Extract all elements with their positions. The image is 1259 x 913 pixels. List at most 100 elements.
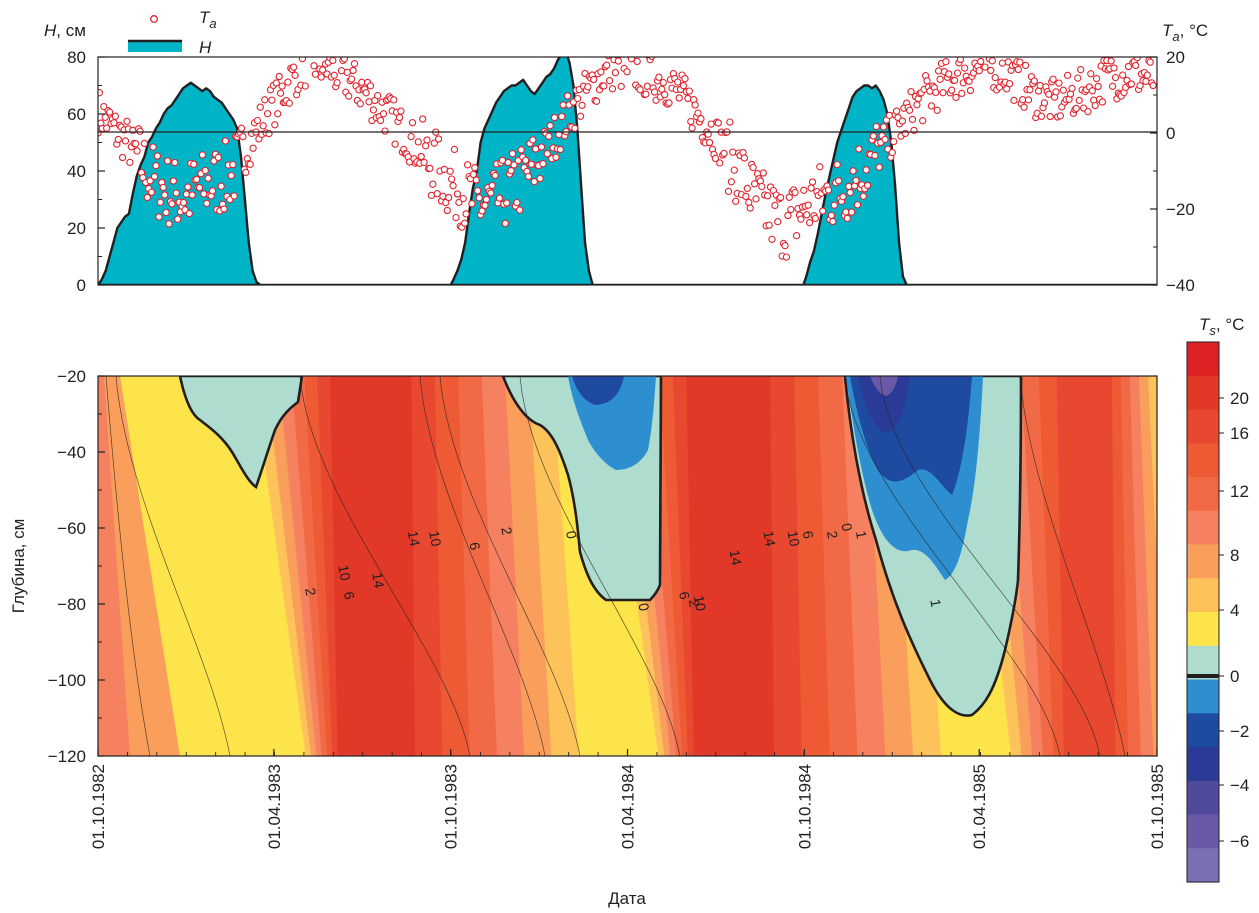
air-temperature-point: [414, 138, 422, 146]
air-temperature-point: [471, 164, 479, 172]
isoline: [419, 376, 546, 756]
air-temperature-point: [503, 199, 511, 207]
air-temperature-point: [110, 119, 118, 127]
colorbar-tick-label: −2: [1230, 722, 1249, 741]
air-temperature-point: [1068, 84, 1076, 93]
air-temperature-point: [558, 112, 566, 121]
air-temperature-point: [592, 97, 601, 105]
air-temperature-point: [152, 162, 160, 170]
air-temperature-point: [319, 66, 327, 74]
air-temperature-point: [150, 172, 159, 181]
air-temperature-point: [379, 110, 388, 118]
air-temperature-point: [782, 253, 791, 261]
date-tick-label: 01.10.1984: [795, 764, 814, 849]
air-temperature-point: [249, 144, 257, 152]
date-tick-label: 01.04.1985: [970, 764, 989, 849]
air-temperature-point: [975, 67, 983, 75]
warm-band-start-inner: [98, 376, 130, 756]
air-temperature-point: [953, 69, 962, 77]
isoline: [115, 376, 231, 756]
colorbar-tick-label: 8: [1230, 546, 1239, 565]
air-temperature-point: [958, 89, 966, 98]
colorbar-bins: [1187, 342, 1219, 883]
air-temperature-point: [650, 88, 659, 96]
air-temperature-point: [919, 117, 927, 125]
air-temperature-point: [879, 123, 888, 131]
air-temperature-point: [427, 191, 436, 200]
air-temperature-point: [350, 60, 359, 68]
air-temperature-point: [643, 82, 651, 90]
legend: Ta H: [128, 8, 217, 57]
air-temperature-point: [98, 89, 104, 97]
air-temperature-point: [855, 145, 863, 153]
air-temperature-point: [214, 153, 222, 162]
colorbar-tick-label: 12: [1230, 482, 1249, 501]
air-temperature-point: [859, 192, 867, 200]
date-tick-label: 01.10.1983: [442, 764, 461, 849]
air-temperature-point: [449, 182, 457, 190]
air-temperature-point: [807, 184, 815, 192]
air-temperature-point: [617, 82, 625, 91]
air-temperature-point: [472, 176, 480, 184]
air-temperature-point: [517, 146, 525, 154]
air-temperature-point: [674, 78, 682, 86]
air-temperature-point: [834, 177, 843, 185]
air-temperature-point: [246, 160, 254, 168]
air-temperature-point: [101, 113, 109, 121]
air-temperature-point: [146, 177, 154, 185]
air-temperature-point: [890, 137, 898, 146]
air-temperature-point: [774, 218, 782, 226]
air-temperature-point: [1056, 112, 1065, 120]
air-temperature-point: [923, 77, 931, 85]
air-temperature-point: [242, 168, 250, 177]
air-temperature-point: [132, 140, 140, 148]
air-temperature-point: [198, 151, 207, 159]
air-temperature-point: [185, 209, 193, 218]
air-temperature-point: [691, 101, 699, 109]
air-temperature-point: [310, 62, 318, 70]
air-temperature-point: [830, 201, 838, 209]
air-temperature-point: [824, 186, 833, 194]
air-temperature-point: [309, 46, 315, 52]
air-temperature-point: [1094, 82, 1102, 91]
air-temperature-point: [221, 137, 230, 145]
air-temperature-point: [482, 195, 491, 204]
date-axis-ticks: 01.10.1982 01.04.1983 01.10.1983 01.04.1984…: [89, 749, 1167, 849]
air-temperature-point: [1052, 88, 1060, 96]
air-temperature-point: [521, 156, 530, 164]
air-temperature-point: [875, 163, 883, 171]
air-temperature-point: [447, 175, 456, 183]
air-temperature-point: [365, 98, 373, 106]
air-temperature-point: [816, 163, 824, 171]
air-temperature-point: [578, 101, 586, 110]
air-temperature-point: [852, 176, 860, 185]
air-temperature-point: [608, 47, 614, 53]
left-tick-label: 0: [77, 276, 86, 295]
contour-label: 6: [466, 541, 483, 552]
air-temperature-point: [474, 187, 482, 195]
air-temperature-point: [381, 127, 389, 135]
air-temperature-point: [338, 57, 342, 58]
air-temperature-point: [545, 132, 553, 140]
colorbar-tick-label: 0: [1230, 667, 1239, 686]
air-temperature-point: [966, 86, 975, 95]
air-temperature-point: [624, 57, 628, 58]
depth-tick-label: −100: [48, 671, 86, 690]
colorbar-tick-label: 4: [1230, 601, 1239, 620]
air-temperature-point: [397, 107, 405, 115]
air-temperature-point: [395, 113, 404, 122]
air-temperature-point: [1119, 71, 1127, 79]
air-temperature-point: [803, 211, 811, 219]
air-temperature-point: [849, 167, 857, 175]
isoline: [879, 376, 1101, 756]
air-temperature-point: [550, 113, 559, 122]
right-tick-label: 0: [1166, 124, 1175, 143]
air-temperature-markers: [98, 40, 1157, 261]
depth-tick-label: −40: [57, 443, 86, 462]
colorbar: Ts, °C 20 16 12 8 4 0 −2 −4 −6: [1186, 315, 1249, 883]
air-temperature-point: [633, 57, 641, 66]
air-temperature-point: [985, 40, 991, 46]
air-temperature-point: [291, 71, 299, 79]
air-temperature-point: [843, 214, 851, 223]
air-temperature-point: [997, 57, 999, 58]
